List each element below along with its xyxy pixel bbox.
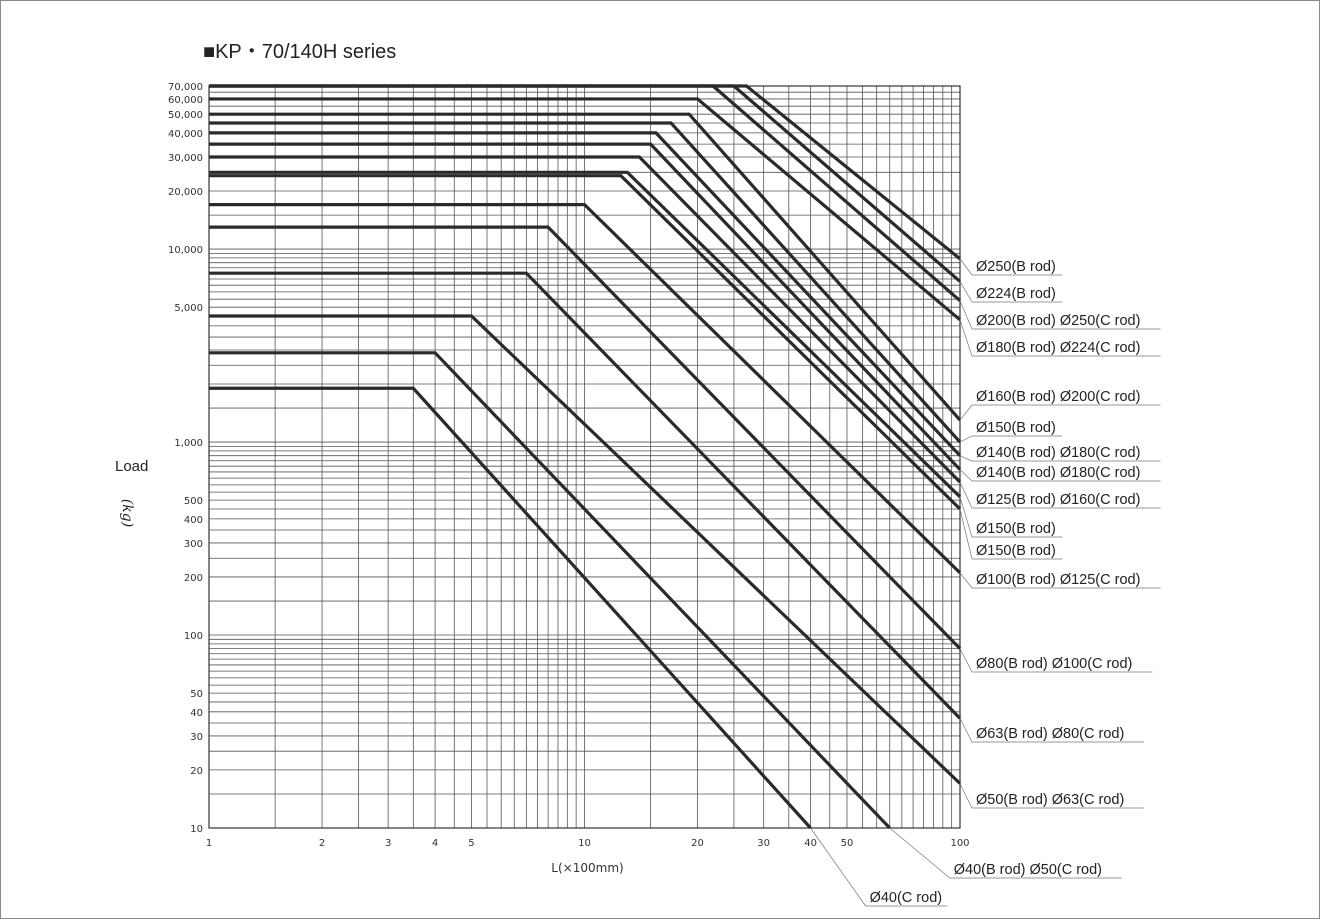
y-tick-label: 70,000 xyxy=(168,82,203,93)
series-label: Ø100(B rod) Ø125(C rod) xyxy=(976,572,1140,588)
x-tick-label: 2 xyxy=(319,838,325,849)
y-tick-label: 60,000 xyxy=(168,95,203,106)
y-tick-label: 50,000 xyxy=(168,110,203,121)
y-tick-label: 30,000 xyxy=(168,153,203,164)
y-tick-label: 10 xyxy=(190,824,203,835)
chart-title: ■KP・70/140H series xyxy=(203,41,397,63)
label-leader-line xyxy=(959,572,973,589)
label-leader-line xyxy=(889,827,950,879)
series-line xyxy=(209,112,962,422)
series-label: Ø140(B rod) Ø180(C rod) xyxy=(976,465,1140,481)
series-line xyxy=(209,386,812,830)
y-tick-label: 20 xyxy=(190,766,203,777)
series-line xyxy=(209,142,962,471)
y-tick-label: 400 xyxy=(184,515,203,526)
x-tick-label: 3 xyxy=(385,838,391,849)
label-leader-line xyxy=(959,300,973,330)
series-line xyxy=(209,131,962,457)
y-tick-label: 30 xyxy=(190,732,203,743)
label-leader-line xyxy=(959,435,973,443)
label-leader-line xyxy=(959,508,973,560)
series-label: Ø125(B rod) Ø160(C rod) xyxy=(976,492,1140,508)
series-line xyxy=(209,174,962,511)
series-line xyxy=(209,225,962,650)
y-tick-label: 20,000 xyxy=(168,187,203,198)
y-tick-label: 5,000 xyxy=(174,303,203,314)
x-tick-label: 100 xyxy=(950,838,969,849)
series-label: Ø150(B rod) xyxy=(976,420,1056,436)
label-leader-line xyxy=(959,648,973,673)
y-tick-label: 10,000 xyxy=(168,245,203,256)
series-line xyxy=(209,84,962,302)
series-label: Ø150(B rod) xyxy=(976,521,1056,537)
series-label: Ø80(B rod) Ø100(C rod) xyxy=(976,656,1132,672)
label-leader-line xyxy=(959,783,973,809)
label-leader-line xyxy=(959,718,973,743)
series-line xyxy=(209,351,891,830)
label-leader-line xyxy=(959,319,973,357)
series-label: Ø40(C rod) xyxy=(870,890,943,906)
series-line xyxy=(209,271,962,720)
series-line xyxy=(209,121,962,444)
label-leader-line xyxy=(959,496,973,538)
series-label: Ø160(B rod) Ø200(C rod) xyxy=(976,389,1140,405)
series-line xyxy=(209,97,962,322)
x-axis-label: L(×100mm) xyxy=(551,861,623,875)
y-tick-label: 50 xyxy=(190,689,203,700)
y-tick-label: 40,000 xyxy=(168,129,203,140)
series-label: Ø150(B rod) xyxy=(976,543,1056,559)
x-tick-label: 20 xyxy=(691,838,704,849)
y-tick-label: 1,000 xyxy=(174,438,203,449)
label-leader-line xyxy=(959,281,973,303)
x-tick-label: 10 xyxy=(578,838,591,849)
y-tick-label: 40 xyxy=(190,708,203,719)
label-leader-line xyxy=(959,481,973,509)
series-line xyxy=(209,314,962,785)
y-tick-label: 300 xyxy=(184,539,203,550)
x-tick-label: 5 xyxy=(468,838,474,849)
label-leader-line xyxy=(959,455,973,462)
series-label: Ø50(B rod) Ø63(C rod) xyxy=(976,792,1124,808)
series-line xyxy=(209,203,962,574)
x-tick-label: 50 xyxy=(841,838,854,849)
series-label: Ø140(B rod) Ø180(C rod) xyxy=(976,445,1140,461)
x-tick-label: 40 xyxy=(804,838,817,849)
series-label: Ø200(B rod) Ø250(C rod) xyxy=(976,313,1140,329)
y-axis-label: Load xyxy=(115,458,149,475)
x-tick-label: 1 xyxy=(206,838,212,849)
y-tick-label: 200 xyxy=(184,573,203,584)
label-leader-line xyxy=(959,469,973,482)
label-leader-line xyxy=(810,827,866,907)
series-label: Ø224(B rod) xyxy=(976,286,1056,302)
series-label: Ø40(B rod) Ø50(C rod) xyxy=(954,862,1102,878)
x-tick-label: 30 xyxy=(757,838,770,849)
series-line xyxy=(209,170,962,499)
label-leader-line xyxy=(959,258,973,276)
y-tick-label: 100 xyxy=(184,631,203,642)
label-leader-line xyxy=(959,404,973,421)
series-label: Ø180(B rod) Ø224(C rod) xyxy=(976,340,1140,356)
y-tick-label: 500 xyxy=(184,496,203,507)
series-line xyxy=(209,155,962,484)
series-label: Ø250(B rod) xyxy=(976,259,1056,275)
series-label: Ø63(B rod) Ø80(C rod) xyxy=(976,726,1124,742)
x-tick-label: 4 xyxy=(432,838,438,849)
